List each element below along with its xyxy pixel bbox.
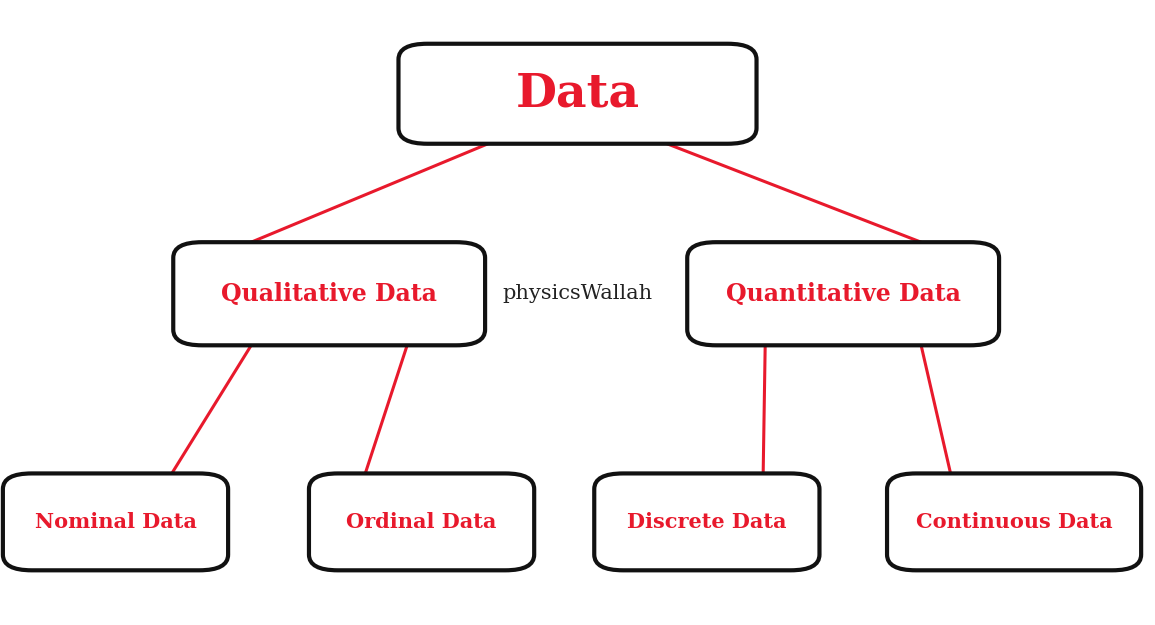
Text: physicsWallah: physicsWallah — [502, 284, 653, 303]
Text: Quantitative Data: Quantitative Data — [725, 282, 961, 306]
FancyBboxPatch shape — [887, 474, 1141, 570]
Text: Qualitative Data: Qualitative Data — [222, 282, 437, 306]
FancyBboxPatch shape — [173, 242, 485, 345]
Text: Discrete Data: Discrete Data — [627, 512, 787, 532]
FancyBboxPatch shape — [398, 44, 757, 144]
FancyBboxPatch shape — [687, 242, 999, 345]
FancyBboxPatch shape — [594, 474, 820, 570]
Text: Nominal Data: Nominal Data — [35, 512, 196, 532]
Text: Ordinal Data: Ordinal Data — [346, 512, 497, 532]
Text: Continuous Data: Continuous Data — [916, 512, 1112, 532]
Text: Data: Data — [515, 71, 640, 117]
FancyBboxPatch shape — [3, 474, 229, 570]
FancyBboxPatch shape — [308, 474, 534, 570]
